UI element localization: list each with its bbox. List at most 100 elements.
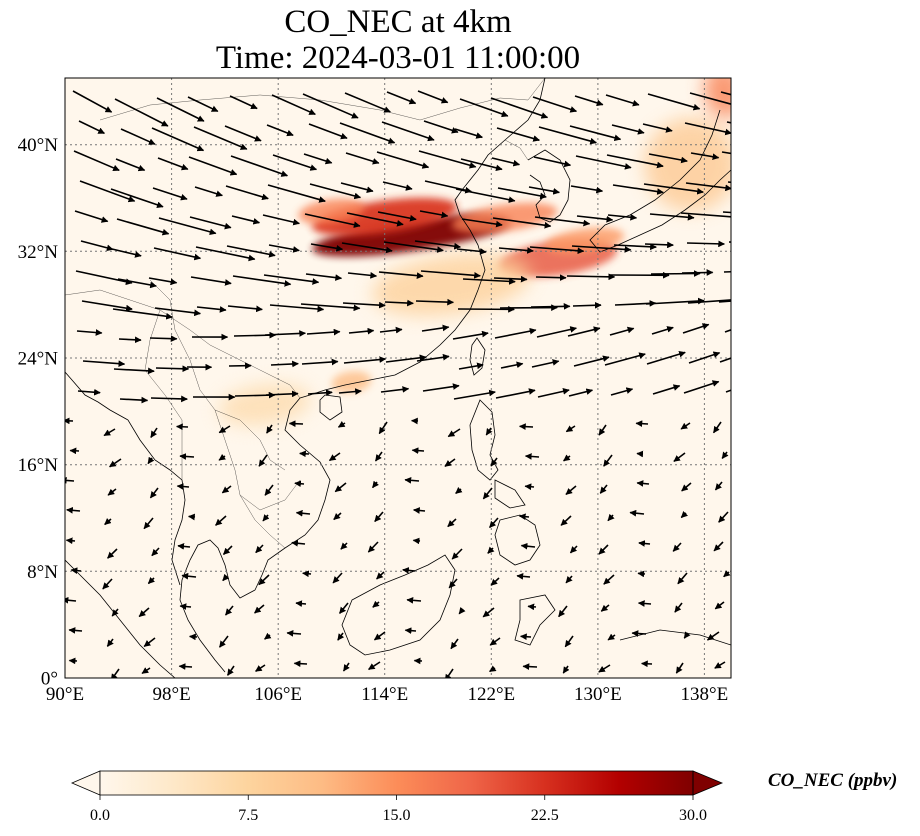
wind-vector bbox=[447, 428, 461, 438]
coastline-sulawesi bbox=[514, 594, 556, 646]
wind-vector bbox=[76, 329, 103, 336]
wind-vector bbox=[604, 352, 646, 366]
coastline-hainan bbox=[319, 394, 343, 421]
wind-vector bbox=[528, 186, 560, 195]
wind-vector bbox=[459, 98, 509, 118]
wind-vector bbox=[104, 517, 112, 526]
wind-vector bbox=[462, 278, 516, 285]
wind-vector bbox=[531, 359, 560, 368]
wind-vector bbox=[648, 153, 688, 164]
wind-vector bbox=[535, 274, 567, 281]
wind-vector bbox=[367, 541, 379, 553]
longitude-axis: 90°E 98°E 106°E 114°E 122°E 130°E 138°E bbox=[46, 684, 728, 705]
wind-vector bbox=[229, 95, 258, 110]
wind-vector bbox=[718, 511, 729, 523]
coastline-china bbox=[299, 78, 546, 399]
coastline-malay bbox=[171, 479, 186, 586]
wind-vector bbox=[179, 603, 192, 610]
wind-vector bbox=[346, 212, 404, 227]
wind-vector bbox=[538, 126, 597, 145]
wind-vector bbox=[644, 241, 674, 249]
wind-vector bbox=[418, 150, 477, 169]
wind-vector bbox=[231, 215, 261, 225]
lon-tick-label-122: 122°E bbox=[467, 684, 515, 705]
wind-vector bbox=[714, 481, 723, 491]
colorbar-extend-min bbox=[70, 770, 101, 796]
wind-vector bbox=[411, 447, 425, 454]
colorbar-tick-label-15: 15.0 bbox=[383, 807, 411, 824]
wind-vector bbox=[688, 351, 721, 364]
wind-vector bbox=[374, 511, 384, 523]
wind-vector bbox=[154, 307, 201, 317]
wind-vector bbox=[686, 240, 725, 248]
wind-vector bbox=[719, 357, 731, 363]
wind-vector bbox=[103, 428, 116, 437]
wind-vector bbox=[265, 390, 299, 398]
wind-vector bbox=[680, 510, 688, 519]
wind-vector bbox=[294, 480, 305, 488]
coastline-myanmar bbox=[65, 371, 183, 481]
co-plume-1 bbox=[312, 197, 458, 236]
wind-vector bbox=[651, 326, 674, 335]
coastline-new-guinea bbox=[619, 629, 731, 646]
wind-vector bbox=[683, 380, 720, 394]
wind-vector bbox=[489, 637, 501, 646]
wind-vector bbox=[232, 275, 292, 287]
wind-vector bbox=[264, 484, 274, 496]
wind-vector bbox=[482, 607, 495, 618]
wind-vector bbox=[649, 213, 695, 221]
wind-vector bbox=[178, 663, 193, 670]
wind-vector bbox=[487, 546, 495, 554]
wind-vector bbox=[190, 276, 232, 286]
colorbar-extend-max bbox=[692, 770, 724, 796]
wind-vector bbox=[302, 570, 312, 578]
wind-vector bbox=[309, 183, 362, 200]
wind-vector bbox=[147, 456, 155, 465]
wind-vector bbox=[379, 326, 403, 334]
wind-vector bbox=[218, 425, 231, 434]
wind-vector bbox=[416, 353, 450, 362]
wind-vector bbox=[348, 327, 375, 335]
wind-vector bbox=[339, 122, 396, 144]
wind-vector bbox=[609, 326, 635, 336]
wind-vector bbox=[102, 578, 113, 590]
wind-vector bbox=[402, 567, 416, 574]
wind-vector bbox=[149, 335, 178, 342]
wind-vector bbox=[643, 183, 704, 195]
wind-vector bbox=[295, 600, 307, 607]
wind-vector bbox=[307, 389, 333, 397]
wind-vector bbox=[188, 156, 238, 176]
wind-vector bbox=[497, 187, 547, 200]
wind-vector bbox=[189, 633, 198, 641]
wind-vector bbox=[706, 631, 720, 641]
wind-vector bbox=[255, 664, 266, 672]
wind-vector bbox=[629, 509, 645, 517]
wind-vector bbox=[181, 572, 197, 580]
wind-vector bbox=[81, 300, 133, 312]
wind-vector bbox=[68, 657, 78, 665]
wind-vector bbox=[603, 574, 615, 585]
wind-vector bbox=[155, 365, 190, 373]
wind-vector bbox=[226, 245, 276, 258]
wind-vector bbox=[301, 358, 339, 366]
wind-vector bbox=[157, 157, 189, 171]
wind-vector bbox=[78, 120, 106, 135]
wind-vector bbox=[179, 453, 195, 460]
wind-vector bbox=[533, 156, 572, 168]
wind-vector bbox=[114, 98, 169, 127]
wind-vector bbox=[254, 604, 265, 614]
wind-vector bbox=[500, 361, 524, 369]
wind-vector bbox=[111, 248, 142, 258]
wind-vector bbox=[638, 540, 651, 547]
lon-tick-label-98: 98°E bbox=[152, 684, 190, 705]
wind-vector bbox=[118, 336, 142, 344]
wind-vector bbox=[158, 217, 217, 236]
wind-vector bbox=[603, 454, 613, 467]
wind-vector bbox=[489, 517, 499, 529]
wind-vector bbox=[520, 633, 532, 641]
wind-vector bbox=[460, 158, 503, 172]
wind-vector bbox=[599, 484, 608, 494]
wind-vector bbox=[567, 326, 601, 337]
wind-vector bbox=[72, 90, 113, 113]
